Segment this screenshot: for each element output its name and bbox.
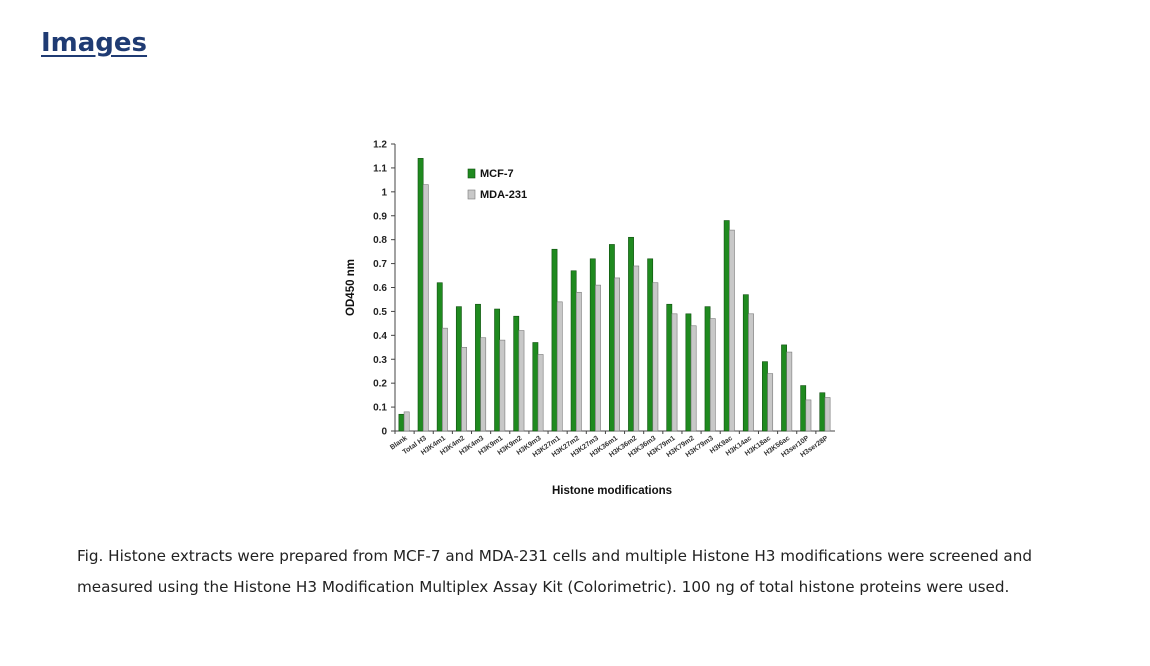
bar-mda231-blank [403,411,410,432]
bar-mda231-h3k9ac [728,229,735,432]
bar-mda231-h3k79m1 [671,313,678,432]
bar-mcf7-h3k36m1 [608,244,615,432]
bar-mda231-h3k36m3 [652,282,659,432]
y-tick-label: 1.2 [373,140,387,151]
bar-mda231-h3k9m1 [499,339,506,432]
bar-mda231-h3k9m3 [537,354,544,432]
bar-mda231-h3k4m1 [442,327,448,432]
bar-mda231-h3k9m2 [518,330,525,432]
y-tick-label: 0.3 [373,355,387,366]
bar-mcf7-h3ser28p [819,392,826,432]
bar-mcf7-h3k36m3 [647,258,654,432]
bar-mda231-h3k36m2 [633,265,640,432]
bar-mcf7-h3k79m2 [685,313,692,432]
bar-mcf7-h3k14ac [742,294,749,432]
y-tick-label: 0.9 [373,211,387,222]
bar-mcf7-h3k27m1 [551,248,558,432]
bar-mcf7-h3k4m1 [436,282,443,432]
y-tick-label: 0.2 [373,379,387,390]
legend-swatch [467,189,476,200]
bar-mcf7-h3k9m2 [513,315,520,432]
x-axis-title: Histone modifications [552,485,672,497]
page-heading: Images [41,28,148,58]
bar-mda231-h3k27m2 [575,291,582,432]
y-tick-label: 1 [381,187,387,198]
bar-mda231-total-h3 [422,184,429,432]
bar-mcf7-h3k4m2 [455,306,462,432]
bar-mcf7-h3k27m3 [589,258,596,432]
bar-mcf7-h3k18ac [762,361,768,432]
y-tick-label: 0.7 [373,259,387,270]
bar-mcf7-h3k4m3 [475,303,481,432]
bar-mcf7-blank [398,413,405,432]
y-axis-title: OD450 nm [345,259,357,316]
y-axis: 0 0.1 0.2 0.3 0.4 0.5 0.6 0.7 0.8 0.9 1 1.1 1.2 [373,140,396,438]
bar-mda231-h3k14ac [748,313,754,432]
bar-mda231-h3k36m1 [614,277,620,432]
bar-mda231-h3k79m2 [690,325,697,432]
bar-mda231-h3ser28p [824,397,831,432]
bar-mda231-h3k56ac [786,351,793,432]
bar-mda231-h3k4m2 [461,346,467,432]
bar-mda231-h3k18ac [767,373,774,432]
bar-mcf7-h3k36m2 [628,236,634,432]
bar-mda231-h3k27m3 [595,284,601,432]
y-tick-label: 0.8 [373,235,387,246]
y-tick-label: 0.1 [373,403,387,414]
bar-mcf7-h3k79m3 [704,306,711,432]
legend-label: MDA-231 [480,189,527,201]
y-tick-label: 0 [381,427,387,438]
bar-mcf7-h3k9m1 [494,308,501,432]
bar-mcf7-h3k79m1 [666,303,673,432]
bar-mcf7-h3k9m3 [532,342,539,432]
bars-group [398,158,831,432]
legend-swatch [467,168,476,179]
bar-mda231-h3ser10p [805,399,812,432]
bar-mda231-h3k27m1 [556,301,563,432]
bar-mcf7-h3k56ac [781,344,787,432]
y-tick-label: 0.4 [373,331,387,342]
y-tick-label: 0.6 [373,283,387,294]
legend: MCF-7 MDA-231 [467,168,527,201]
bar-mda231-h3k4m3 [480,337,487,432]
bar-mcf7-h3k9ac [723,220,730,432]
y-tick-label: 0.5 [373,307,387,318]
bar-mcf7-h3ser10p [800,385,807,432]
bar-chart: 0 0.1 0.2 0.3 0.4 0.5 0.6 0.7 0.8 0.9 1 1.1 1.2 Blan… [345,140,835,497]
figure-caption: Fig. Histone extracts were prepared from… [77,547,1032,596]
legend-label: MCF-7 [480,168,514,180]
bar-mcf7-total-h3 [417,158,424,432]
bar-mda231-h3k79m3 [709,318,716,432]
y-tick-label: 1.1 [373,163,387,174]
bar-mcf7-h3k27m2 [570,270,577,432]
